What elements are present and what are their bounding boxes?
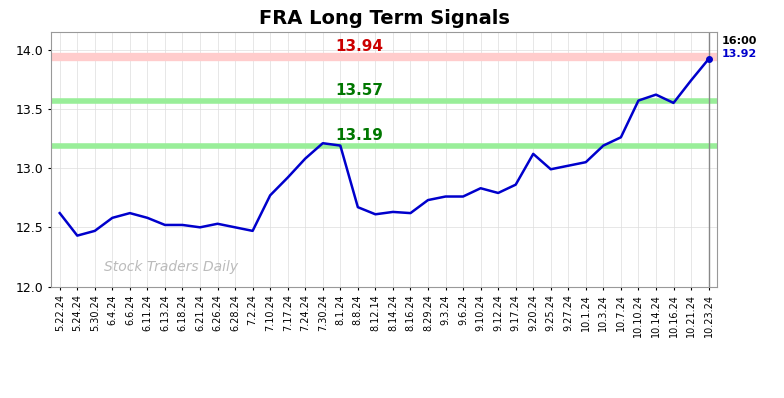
- Text: 13.94: 13.94: [336, 39, 383, 54]
- Text: 13.19: 13.19: [336, 128, 383, 142]
- Text: 16:00: 16:00: [721, 36, 757, 46]
- Text: 13.92: 13.92: [721, 49, 757, 59]
- Text: Stock Traders Daily: Stock Traders Daily: [104, 260, 238, 274]
- Title: FRA Long Term Signals: FRA Long Term Signals: [259, 8, 510, 27]
- Text: 13.57: 13.57: [336, 83, 383, 98]
